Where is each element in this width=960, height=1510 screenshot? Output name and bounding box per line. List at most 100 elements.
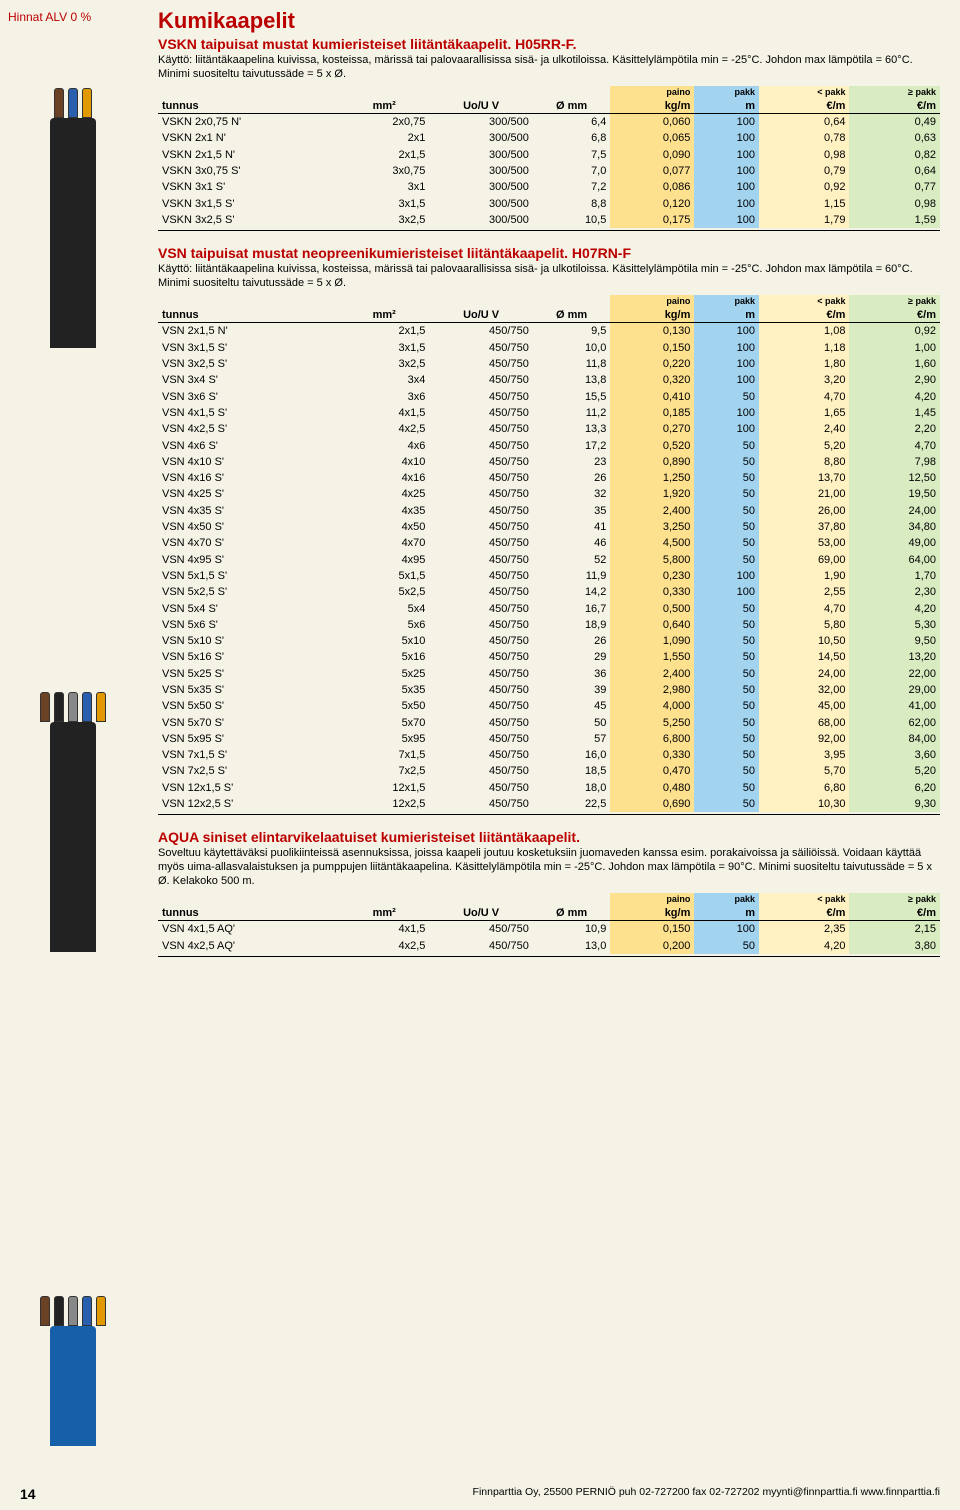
- table-cell: VSN 3x1,5 S': [158, 340, 339, 356]
- table-cell: VSN 4x35 S': [158, 503, 339, 519]
- table-cell: 300/500: [429, 196, 532, 212]
- table-cell: VSN 4x1,5 S': [158, 405, 339, 421]
- table-cell: 5,80: [759, 617, 849, 633]
- table-cell: 0,470: [610, 763, 694, 779]
- table-cell: 11,8: [533, 356, 611, 372]
- table-cell: 450/750: [429, 340, 532, 356]
- table-cell: 0,060: [610, 114, 694, 131]
- table-cell: 0,270: [610, 421, 694, 437]
- table-cell: 450/750: [429, 503, 532, 519]
- table-cell: 450/750: [429, 519, 532, 535]
- table-superheader: < pakk: [759, 295, 849, 309]
- table-cell: 0,520: [610, 438, 694, 454]
- page-title: Kumikaapelit: [158, 8, 940, 34]
- table-cell: 3x1,5: [339, 196, 429, 212]
- table-row: VSKN 3x0,75 S'3x0,75300/5007,00,0771000,…: [158, 163, 940, 179]
- table-cell: 2x1,5: [339, 323, 429, 340]
- table-cell: 11,2: [533, 405, 611, 421]
- table-superheader: [429, 86, 532, 100]
- table-superheader: ≥ pakk: [849, 86, 940, 100]
- table-cell: 3,80: [849, 938, 940, 954]
- table-cell: 12,50: [849, 470, 940, 486]
- table-cell: VSN 5x95 S': [158, 731, 339, 747]
- table-cell: 5,30: [849, 617, 940, 633]
- table-cell: 5x6: [339, 617, 429, 633]
- table-row: VSKN 2x1 N'2x1300/5006,80,0651000,780,63: [158, 130, 940, 146]
- table-cell: 21,00: [759, 486, 849, 502]
- table-header: €/m: [849, 308, 940, 323]
- table-cell: 6,80: [759, 780, 849, 796]
- table-cell: 300/500: [429, 147, 532, 163]
- table-header: €/m: [759, 99, 849, 114]
- table-header: m: [694, 99, 759, 114]
- table-cell: 5x50: [339, 698, 429, 714]
- table-superheader: [533, 893, 611, 907]
- table-cell: 450/750: [429, 486, 532, 502]
- table-cell: 5x70: [339, 715, 429, 731]
- table-cell: 23: [533, 454, 611, 470]
- table-cell: 3x2,5: [339, 212, 429, 228]
- table-cell: 3,250: [610, 519, 694, 535]
- table-cell: 0,065: [610, 130, 694, 146]
- table-cell: 92,00: [759, 731, 849, 747]
- table-cell: 3x6: [339, 389, 429, 405]
- table-cell: 50: [694, 601, 759, 617]
- table-row: VSN 3x2,5 S'3x2,5450/75011,80,2201001,80…: [158, 356, 940, 372]
- table-row: VSN 4x35 S'4x35450/750352,4005026,0024,0…: [158, 503, 940, 519]
- table-cell: 0,77: [849, 179, 940, 195]
- table-cell: 7,0: [533, 163, 611, 179]
- table-cell: 100: [694, 196, 759, 212]
- table-cell: VSN 5x16 S': [158, 649, 339, 665]
- table-cell: 450/750: [429, 568, 532, 584]
- table-cell: 4,500: [610, 535, 694, 551]
- table-cell: 1,80: [759, 356, 849, 372]
- table-cell: 2x1: [339, 130, 429, 146]
- table-cell: 64,00: [849, 552, 940, 568]
- table-cell: 0,086: [610, 179, 694, 195]
- table-cell: 100: [694, 340, 759, 356]
- table-cell: 41: [533, 519, 611, 535]
- table-row: VSN 5x2,5 S'5x2,5450/75014,20,3301002,55…: [158, 584, 940, 600]
- table-cell: 29: [533, 649, 611, 665]
- table-cell: 13,0: [533, 938, 611, 954]
- table-cell: 2,40: [759, 421, 849, 437]
- table-cell: 11,9: [533, 568, 611, 584]
- table-cell: 5,70: [759, 763, 849, 779]
- table-cell: 4,000: [610, 698, 694, 714]
- table-header: €/m: [849, 906, 940, 921]
- table-header: kg/m: [610, 906, 694, 921]
- table-cell: 1,08: [759, 323, 849, 340]
- table-cell: 50: [694, 698, 759, 714]
- table-cell: 4,70: [759, 389, 849, 405]
- table-cell: 7,5: [533, 147, 611, 163]
- table-cell: 0,200: [610, 938, 694, 954]
- table-cell: 1,65: [759, 405, 849, 421]
- table-row: VSN 4x6 S'4x6450/75017,20,520505,204,70: [158, 438, 940, 454]
- table-cell: 50: [694, 535, 759, 551]
- table-cell: 50: [694, 486, 759, 502]
- table-cell: 450/750: [429, 633, 532, 649]
- table-cell: 4x70: [339, 535, 429, 551]
- table-cell: 100: [694, 421, 759, 437]
- table-cell: VSN 4x70 S': [158, 535, 339, 551]
- table-row: VSN 4x2,5 S'4x2,5450/75013,30,2701002,40…: [158, 421, 940, 437]
- table-cell: 50: [694, 438, 759, 454]
- price-table: painopakk< pakk≥ pakktunnusmm²Uo/U VØ mm…: [158, 86, 940, 229]
- table-cell: 50: [694, 649, 759, 665]
- table-cell: 0,150: [610, 921, 694, 938]
- table-cell: 10,0: [533, 340, 611, 356]
- table-cell: 100: [694, 130, 759, 146]
- table-header: kg/m: [610, 308, 694, 323]
- table-cell: VSN 4x2,5 S': [158, 421, 339, 437]
- table-cell: 22,5: [533, 796, 611, 812]
- table-header: Ø mm: [533, 99, 611, 114]
- table-cell: VSN 3x6 S': [158, 389, 339, 405]
- table-cell: VSKN 2x0,75 N': [158, 114, 339, 131]
- table-cell: 4x35: [339, 503, 429, 519]
- table-row: VSN 5x16 S'5x16450/750291,5505014,5013,2…: [158, 649, 940, 665]
- table-row: VSN 5x70 S'5x70450/750505,2505068,0062,0…: [158, 715, 940, 731]
- table-cell: 6,800: [610, 731, 694, 747]
- table-cell: 50: [694, 747, 759, 763]
- table-header: €/m: [849, 99, 940, 114]
- table-row: VSN 4x1,5 AQ'4x1,5450/75010,90,1501002,3…: [158, 921, 940, 938]
